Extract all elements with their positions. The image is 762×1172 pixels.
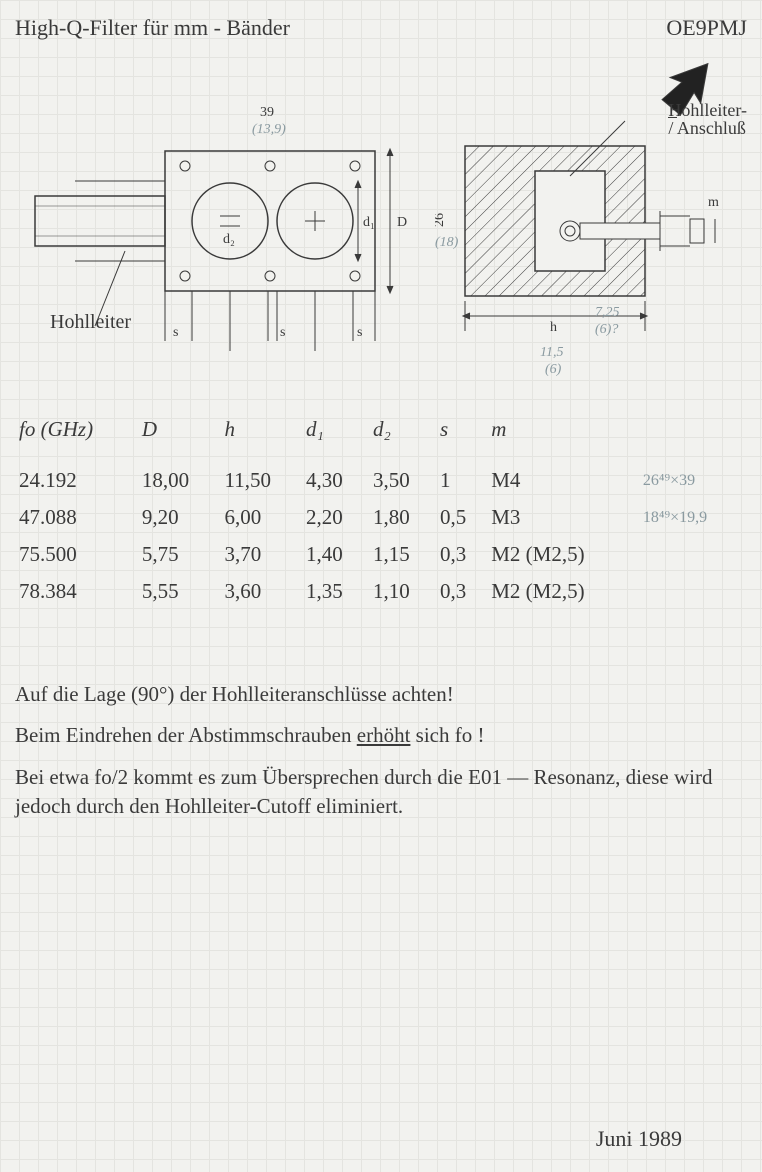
callsign: OE9PMJ (666, 15, 747, 41)
doc-title: High-Q-Filter für mm - Bänder (15, 15, 290, 41)
table-cell: 1,80 (369, 499, 436, 536)
engineering-drawing: Hohlleiter- / Anschluß Hohlleiter 39 (13… (15, 91, 747, 391)
table-cell: 9,20 (138, 499, 221, 536)
table-cell: 11,50 (221, 462, 303, 499)
table-cell: M2 (M2,5) (487, 573, 639, 610)
table-cell: 0,3 (436, 573, 487, 610)
col-header: fo (GHz) (15, 411, 138, 462)
table-cell: 1,35 (302, 573, 369, 610)
col-header (639, 411, 747, 462)
notes-section: Auf die Lage (90°) der Hohlleiteranschlü… (15, 680, 747, 822)
note-3: Bei etwa fo/2 kommt es zum Übersprechen … (15, 763, 747, 822)
table-cell (639, 536, 747, 573)
table-cell: M4 (487, 462, 639, 499)
svg-text:(18): (18) (435, 235, 459, 250)
dimensions-table: fo (GHz)Dhd₁d₂sm 24.19218,0011,504,303,5… (15, 411, 747, 610)
table-cell: 5,75 (138, 536, 221, 573)
svg-text:39: 39 (260, 105, 274, 120)
col-header: h (221, 411, 303, 462)
table-cell: 78.384 (15, 573, 138, 610)
svg-text:h: h (550, 320, 557, 335)
table-cell: M3 (487, 499, 639, 536)
note-2: Beim Eindrehen der Abstimmschrauben erhö… (15, 721, 747, 750)
svg-text:26: 26 (435, 213, 447, 227)
svg-text:D: D (397, 215, 407, 230)
table-cell: 4,30 (302, 462, 369, 499)
table-cell: 3,70 (221, 536, 303, 573)
table-row: 78.3845,553,601,351,100,3M2 (M2,5) (15, 573, 747, 610)
table-cell: 24.192 (15, 462, 138, 499)
table-cell: 0,3 (436, 536, 487, 573)
svg-text:m: m (708, 195, 719, 210)
svg-text:d₂: d₂ (223, 232, 235, 247)
col-header: d₂ (369, 411, 436, 462)
header: High-Q-Filter für mm - Bänder OE9PMJ (15, 15, 747, 41)
table-cell: 3,50 (369, 462, 436, 499)
table-cell: 1 (436, 462, 487, 499)
table-cell (639, 573, 747, 610)
table-cell: 3,60 (221, 573, 303, 610)
table-cell: M2 (M2,5) (487, 536, 639, 573)
svg-text:7,25: 7,25 (595, 305, 620, 320)
table-cell: 0,5 (436, 499, 487, 536)
table-row: 75.5005,753,701,401,150,3M2 (M2,5) (15, 536, 747, 573)
table-cell: 47.088 (15, 499, 138, 536)
svg-text:s: s (280, 325, 285, 340)
table-cell: 18,00 (138, 462, 221, 499)
table-row: 47.0889,206,002,201,800,5M318⁴⁹×19,9 (15, 499, 747, 536)
col-header: m (487, 411, 639, 462)
table-cell: 1,15 (369, 536, 436, 573)
svg-text:(13,9): (13,9) (252, 122, 286, 137)
svg-text:(6)?: (6)? (595, 322, 618, 337)
note-1: Auf die Lage (90°) der Hohlleiteranschlü… (15, 680, 747, 709)
date: Juni 1989 (596, 1126, 682, 1152)
table-cell: 5,55 (138, 573, 221, 610)
svg-text:(6): (6) (545, 362, 562, 377)
front-view: 39 (13,9) d₂ d₁ D s s s (15, 91, 415, 381)
table-cell: 2,20 (302, 499, 369, 536)
svg-text:d₁: d₁ (363, 215, 375, 230)
table-cell: 75.500 (15, 536, 138, 573)
svg-text:11,5: 11,5 (540, 345, 563, 360)
table-row: 24.19218,0011,504,303,501M426⁴⁹×39 (15, 462, 747, 499)
section-view: m 26 (18) h 11,5 (6) 7,25 (6)? (435, 91, 762, 401)
table-cell: 1,40 (302, 536, 369, 573)
svg-text:s: s (357, 325, 362, 340)
table-cell: 26⁴⁹×39 (639, 462, 747, 499)
col-header: D (138, 411, 221, 462)
table-cell: 6,00 (221, 499, 303, 536)
svg-text:s: s (173, 325, 178, 340)
table-cell: 1,10 (369, 573, 436, 610)
col-header: s (436, 411, 487, 462)
table-cell: 18⁴⁹×19,9 (639, 499, 747, 536)
col-header: d₁ (302, 411, 369, 462)
